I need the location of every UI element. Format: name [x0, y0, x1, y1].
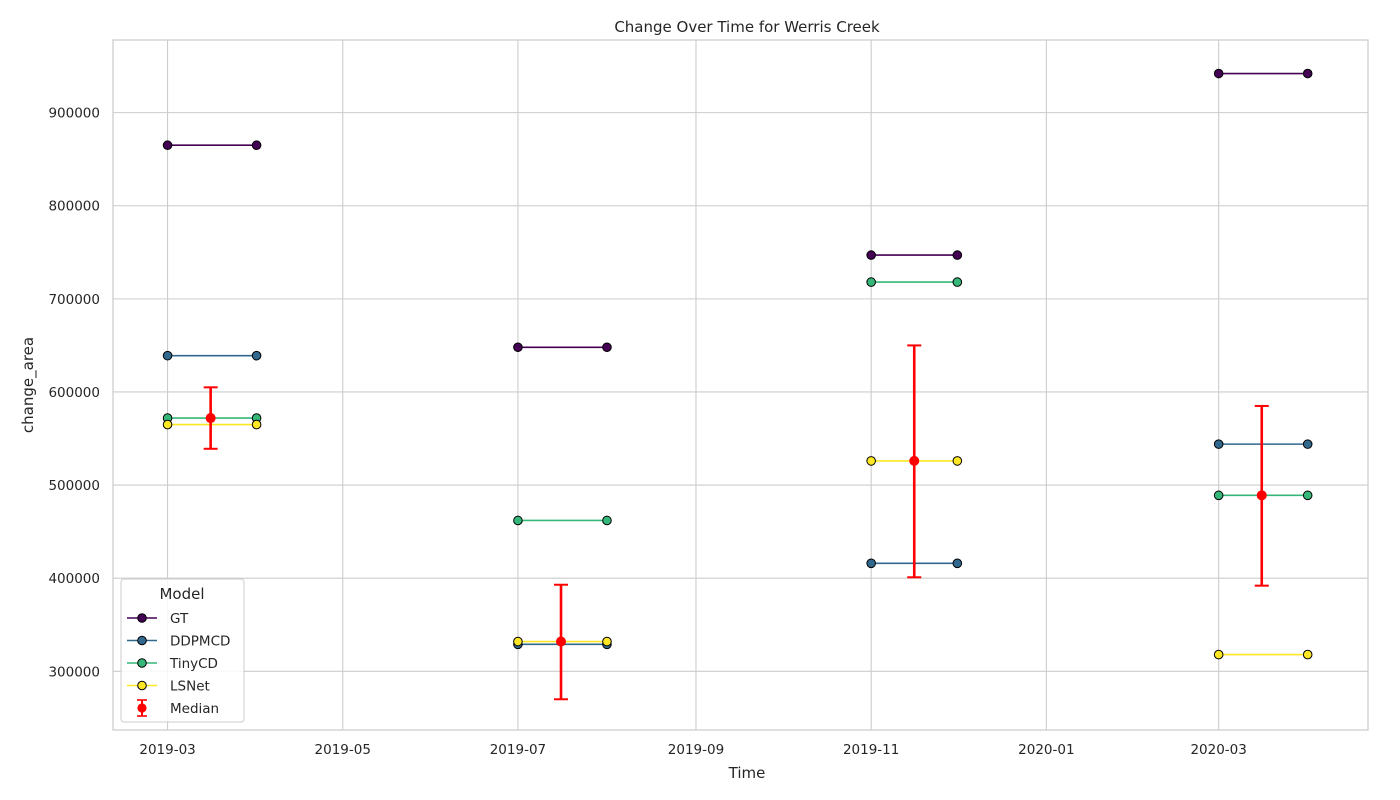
legend-marker-tinycd: [137, 658, 147, 668]
series-ddpmcd-point: [866, 558, 876, 569]
plot-frame: [112, 39, 1369, 731]
x-axis-label: Time: [728, 764, 766, 782]
legend-marker-median: [137, 703, 147, 713]
median-point: [1256, 490, 1267, 501]
legend-label-lsnet: LSNet: [170, 679, 210, 695]
median-point: [909, 455, 920, 466]
series-tinycd-point: [866, 277, 876, 287]
series-ddpmcd-point: [952, 558, 963, 569]
y-tick-labels: 300000 400000 500000 600000 700000 800000 9000…: [48, 106, 100, 681]
legend-title: Model: [159, 585, 204, 603]
legend-label-ddpmcd: DDPMCD: [170, 634, 230, 650]
series-gt-point: [513, 342, 523, 353]
series-gt: [162, 68, 1313, 353]
series-lsnet-point: [162, 419, 173, 430]
legend-marker-lsnet: [137, 680, 147, 691]
series-gt-point: [162, 140, 173, 151]
legend-marker-gt: [137, 613, 147, 623]
series-ddpmcd-point: [1213, 439, 1224, 449]
chart-title: Change Over Time for Werris Creek: [614, 18, 880, 36]
series-gt-point: [251, 140, 262, 151]
series-gt-point: [952, 250, 963, 260]
legend-label-gt: GT: [170, 611, 189, 627]
series-lsnet-point: [513, 636, 523, 647]
series-ddpmcd-point: [162, 350, 173, 361]
series-gt-point: [1213, 68, 1224, 79]
legend: Model GT DDPMCD TinyCD LSNet Median: [120, 578, 245, 723]
median-layer: [203, 344, 1269, 701]
y-tick-label: 400000: [48, 571, 100, 587]
series-ddpmcd-point: [251, 350, 262, 361]
x-tick-label: 2019-11: [843, 742, 899, 758]
y-tick-label: 700000: [48, 292, 100, 308]
y-tick-label: 300000: [48, 664, 100, 680]
series-tinycd-point: [1213, 490, 1224, 501]
legend-marker-ddpmcd: [137, 635, 147, 646]
series-lsnet-point: [952, 456, 963, 466]
series-layer: [162, 68, 1313, 660]
series-gt-point: [602, 342, 612, 353]
series-lsnet-point: [1213, 649, 1224, 660]
series-tinycd-point: [602, 515, 612, 526]
x-tick-label: 2020-03: [1190, 742, 1246, 758]
series-lsnet-point: [866, 456, 876, 466]
series-tinycd-point: [513, 515, 523, 526]
x-tick-labels: 2019-03 2019-05 2019-07 2019-09 2019-11 2020-…: [139, 742, 1247, 758]
series-ddpmcd-point: [1302, 439, 1313, 449]
series-lsnet-point: [602, 636, 612, 647]
x-tick-label: 2019-09: [668, 742, 724, 758]
series-tinycd-point: [1302, 490, 1313, 501]
y-tick-label: 800000: [48, 199, 100, 215]
y-tick-label: 600000: [48, 385, 100, 401]
x-tick-label: 2020-01: [1018, 742, 1074, 758]
series-gt-point: [866, 250, 876, 260]
x-tick-label: 2019-07: [490, 742, 546, 758]
median-point: [205, 413, 216, 424]
legend-label-median: Median: [170, 701, 219, 717]
series-tinycd-point: [952, 277, 963, 287]
series-lsnet-point: [1302, 649, 1313, 660]
x-tick-label: 2019-03: [139, 742, 195, 758]
legend-entries: GT DDPMCD TinyCD LSNet Median: [127, 611, 230, 717]
x-tick-label: 2019-05: [315, 742, 371, 758]
series-gt-point: [1302, 68, 1313, 79]
median-point: [556, 636, 567, 647]
y-tick-label: 500000: [48, 478, 100, 494]
series-lsnet-point: [251, 419, 262, 430]
y-tick-label: 900000: [48, 106, 100, 122]
grid-lines: [113, 40, 1368, 730]
y-axis-label: change_area: [19, 337, 38, 433]
legend-label-tinycd: TinyCD: [169, 656, 218, 672]
